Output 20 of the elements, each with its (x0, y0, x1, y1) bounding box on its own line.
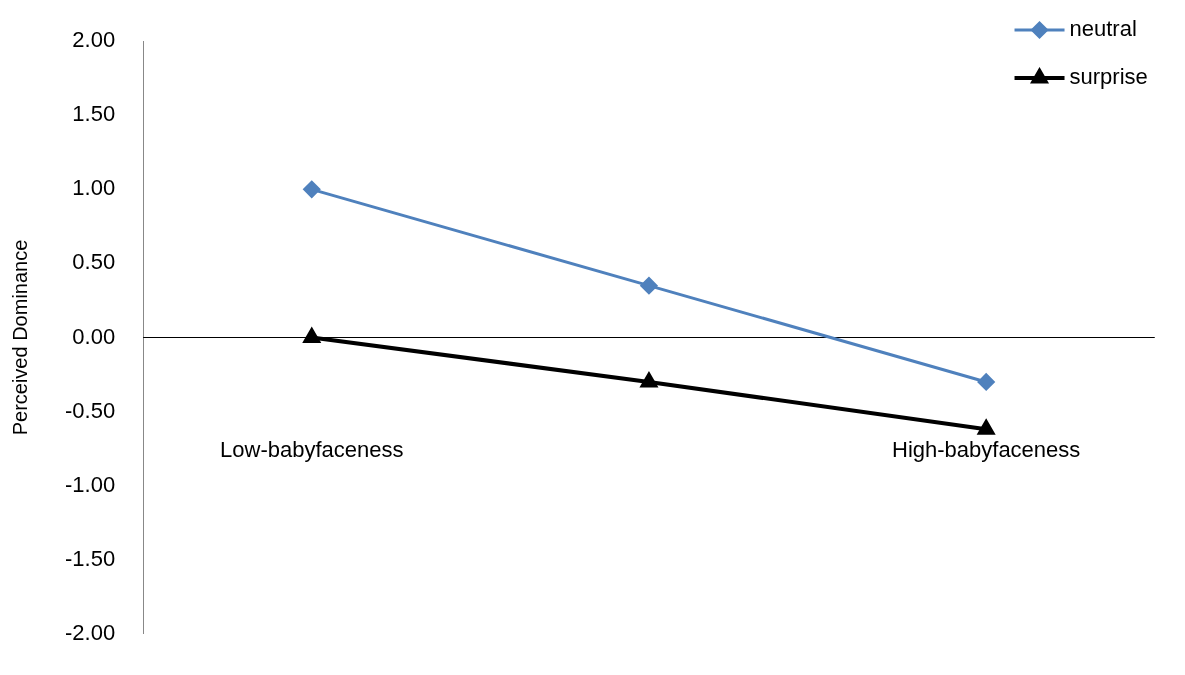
y-tick-label: 0.50 (72, 249, 116, 275)
y-axis-title: Perceived Dominance (8, 239, 31, 436)
legend-label: surprise (1069, 64, 1148, 90)
point (640, 372, 658, 388)
y-tick-label: 2.00 (72, 27, 116, 53)
y-tick-label: 0.00 (72, 323, 116, 349)
y-tick-label: -1.50 (64, 545, 116, 571)
point (303, 180, 321, 198)
point (303, 328, 320, 343)
point (978, 420, 995, 435)
y-tick-label: -1.00 (64, 471, 116, 497)
x-tick-label: Low-babyfaceness (220, 436, 404, 462)
y-tick-label: 1.50 (72, 101, 116, 127)
point (640, 277, 658, 295)
y-tick-label: 1.00 (72, 175, 116, 201)
legend-label: neutral (1069, 16, 1137, 42)
y-tick-label: -0.50 (64, 397, 116, 423)
x-tick-label: High-babyfaceness (892, 436, 1081, 462)
y-tick-label: -2.00 (64, 619, 116, 645)
point (977, 373, 995, 391)
